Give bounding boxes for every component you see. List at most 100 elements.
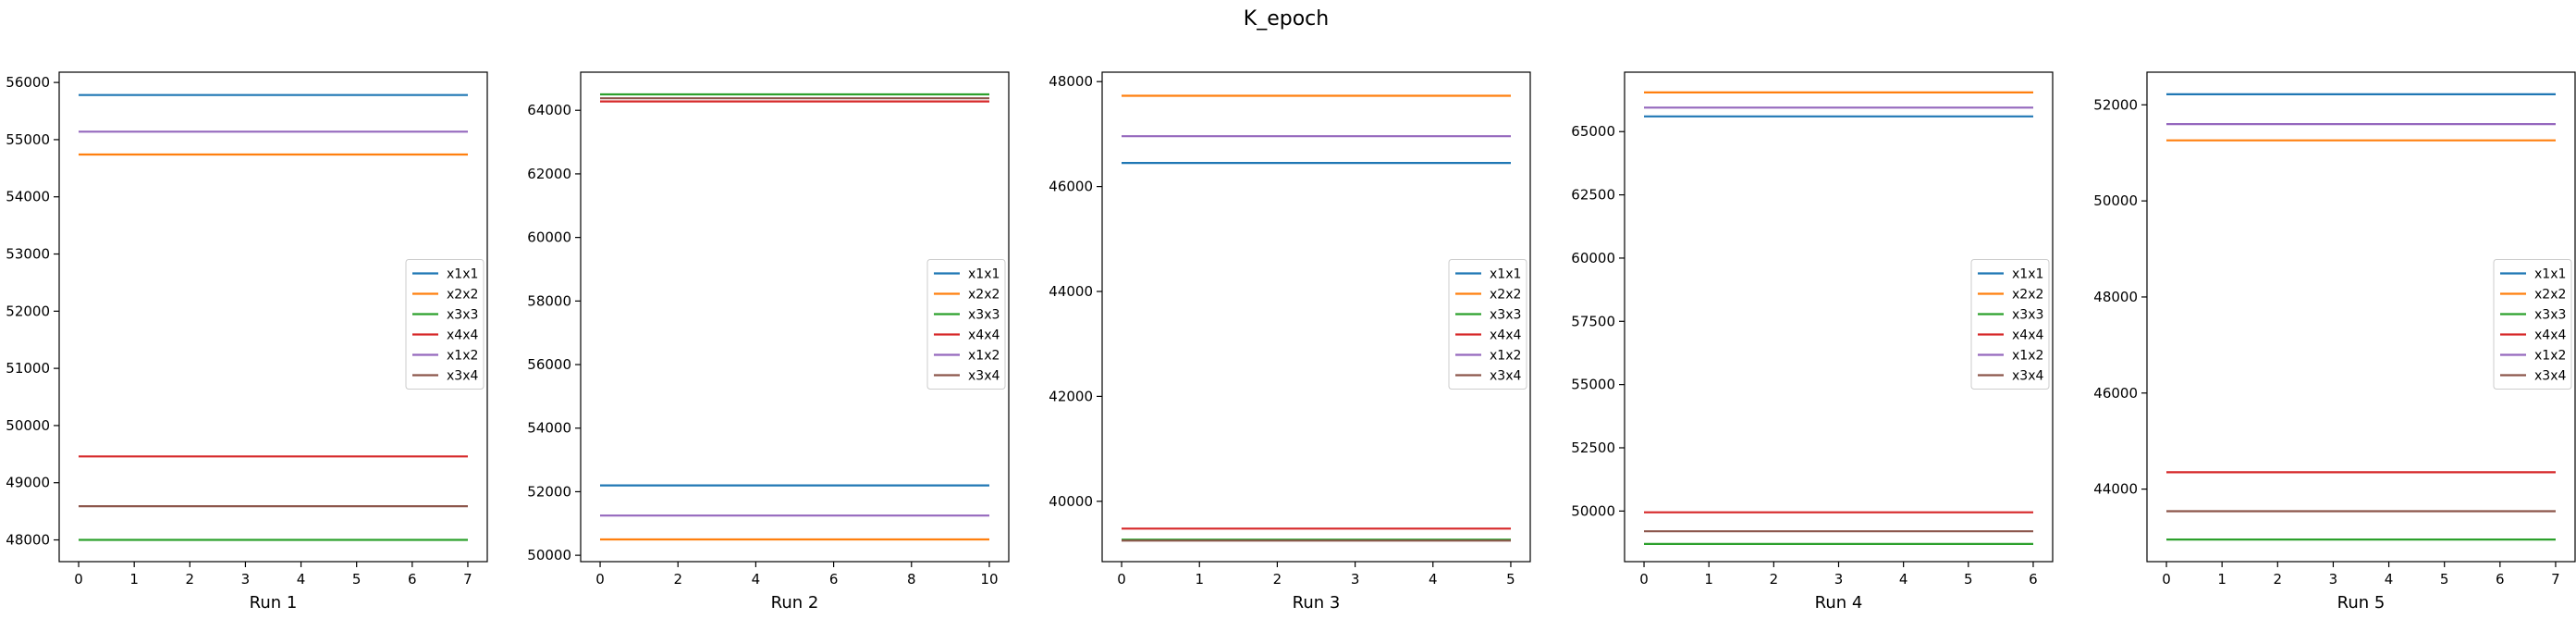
legend-entry-x2x2: x2x2 [1490, 288, 1521, 303]
x-axis-label: Run 5 [2337, 593, 2386, 613]
legend-box [1970, 259, 2050, 390]
y-tick-label: 52500 [1571, 439, 1615, 456]
subplot-2: 0 2 4 6 8 10 50000 52000 54000 56000 58000 60000 620… [527, 71, 1010, 613]
legend-entry-x1x2: x1x2 [2012, 349, 2043, 364]
legend-entry-x1x2: x1x2 [447, 349, 478, 364]
y-tick-label: 64000 [527, 102, 571, 118]
y-tick-label: 62500 [1571, 187, 1615, 204]
legend-entry-x1x1: x1x1 [2534, 267, 2566, 282]
y-tick-label: 44000 [2093, 481, 2138, 498]
legend-entry-x2x2: x2x2 [447, 288, 478, 303]
x-tick-label: 4 [297, 571, 306, 588]
axes-frame [58, 71, 488, 563]
legend-box [926, 259, 1006, 390]
legend-entry-x4x4: x4x4 [968, 328, 1000, 343]
x-tick-label: 5 [1506, 571, 1515, 588]
legend-entry-x1x2: x1x2 [968, 349, 1000, 364]
legend-entry-x3x4: x3x4 [2534, 369, 2566, 384]
y-tick-label: 50000 [2093, 192, 2138, 209]
y-tick-label: 46000 [1049, 179, 1093, 195]
x-tick-label: 4 [1899, 571, 1908, 588]
x-tick-label: 10 [980, 571, 998, 588]
x-tick-label: 6 [2496, 571, 2505, 588]
y-tick-label: 50000 [1571, 502, 1615, 519]
y-tick-label: 48000 [2093, 289, 2138, 305]
x-tick-label: 5 [1964, 571, 1973, 588]
axes-frame [580, 71, 1010, 563]
x-tick-label: 0 [74, 571, 83, 588]
x-tick-label: 1 [129, 571, 139, 588]
legend: x1x1 x2x2 x3x3 x4x4 x1x2 x3x4 [1970, 259, 2050, 390]
y-tick-label: 52000 [2093, 96, 2138, 113]
legend-entry-x3x4: x3x4 [2012, 369, 2043, 384]
legend-box [1448, 259, 1527, 390]
x-tick-label: 6 [408, 571, 417, 588]
y-tick-label: 42000 [1049, 388, 1093, 404]
x-tick-label: 0 [2162, 571, 2171, 588]
legend-entry-x4x4: x4x4 [1490, 328, 1521, 343]
y-tick-label: 55000 [6, 131, 50, 148]
x-axis-label: Run 2 [771, 593, 819, 613]
x-tick-label: 0 [1639, 571, 1649, 588]
x-axis-label: Run 3 [1293, 593, 1341, 613]
y-tick-label: 46000 [2093, 385, 2138, 402]
x-tick-label: 0 [595, 571, 605, 588]
x-tick-label: 2 [1770, 571, 1779, 588]
x-tick-label: 1 [2217, 571, 2226, 588]
legend-entry-x1x1: x1x1 [1490, 267, 1521, 282]
legend-box [405, 259, 485, 390]
x-tick-label: 7 [2551, 571, 2560, 588]
x-tick-label: 2 [2274, 571, 2283, 588]
subplot-5: 0 1 2 3 4 5 6 7 44000 46000 48000 50000 52000 Run 5 x1… [2093, 71, 2576, 613]
y-tick-label: 52000 [527, 483, 571, 500]
x-tick-label: 7 [463, 571, 472, 588]
legend-entry-x1x2: x1x2 [2534, 349, 2566, 364]
x-tick-label: 3 [1351, 571, 1360, 588]
y-tick-label: 65000 [1571, 123, 1615, 140]
y-tick-label: 58000 [527, 292, 571, 309]
y-tick-label: 54000 [6, 189, 50, 205]
subplot-panels: 0 1 2 3 4 5 6 748000490005000051000520005300054… [6, 71, 2576, 613]
x-tick-label: 6 [829, 571, 839, 588]
x-tick-label: 5 [2440, 571, 2449, 588]
y-tick-label: 54000 [527, 420, 571, 437]
legend-entry-x3x3: x3x3 [2534, 308, 2566, 323]
legend-entry-x1x1: x1x1 [968, 267, 1000, 282]
legend-entry-x2x2: x2x2 [2012, 288, 2043, 303]
y-tick-label: 49000 [6, 475, 50, 491]
x-tick-label: 2 [1273, 571, 1282, 588]
x-tick-label: 3 [1834, 571, 1844, 588]
subplot-1: 0 1 2 3 4 5 6 7 48000 49000 50000 51000 52000 53000 54… [6, 71, 488, 613]
legend-entry-x3x4: x3x4 [968, 369, 1000, 384]
x-tick-label: 3 [2329, 571, 2338, 588]
legend: x1x1 x2x2 x3x3 x4x4 x1x2 x3x4 [405, 259, 485, 390]
legend-entry-x3x3: x3x3 [968, 308, 1000, 323]
y-tick-label: 56000 [527, 356, 571, 373]
x-tick-label: 4 [752, 571, 761, 588]
axes-frame [1101, 71, 1531, 563]
x-tick-label: 1 [1704, 571, 1713, 588]
axes-frame [2146, 71, 2576, 563]
x-axis-label: Run 1 [250, 593, 298, 613]
legend-entry-x3x3: x3x3 [447, 308, 478, 323]
legend-entry-x2x2: x2x2 [2534, 288, 2566, 303]
subplot-4: 0 1 2 3 4 5 6 50000 52500 55000 57500 60000 62500 650… [1571, 71, 2054, 613]
x-tick-label: 8 [907, 571, 916, 588]
x-tick-label: 4 [2385, 571, 2394, 588]
y-tick-label: 52000 [6, 303, 50, 319]
legend-entry-x1x1: x1x1 [447, 267, 478, 282]
legend-entry-x4x4: x4x4 [2534, 328, 2566, 343]
x-tick-label: 4 [1429, 571, 1438, 588]
y-tick-label: 57500 [1571, 313, 1615, 329]
x-tick-label: 6 [2029, 571, 2038, 588]
y-tick-label: 40000 [1049, 493, 1093, 510]
legend-entry-x3x3: x3x3 [2012, 308, 2043, 323]
legend-entry-x2x2: x2x2 [968, 288, 1000, 303]
legend-box [2493, 259, 2572, 390]
x-tick-label: 2 [186, 571, 195, 588]
legend-entry-x1x2: x1x2 [1490, 349, 1521, 364]
legend-entry-x3x4: x3x4 [1490, 369, 1521, 384]
y-tick-label: 60000 [1571, 250, 1615, 266]
